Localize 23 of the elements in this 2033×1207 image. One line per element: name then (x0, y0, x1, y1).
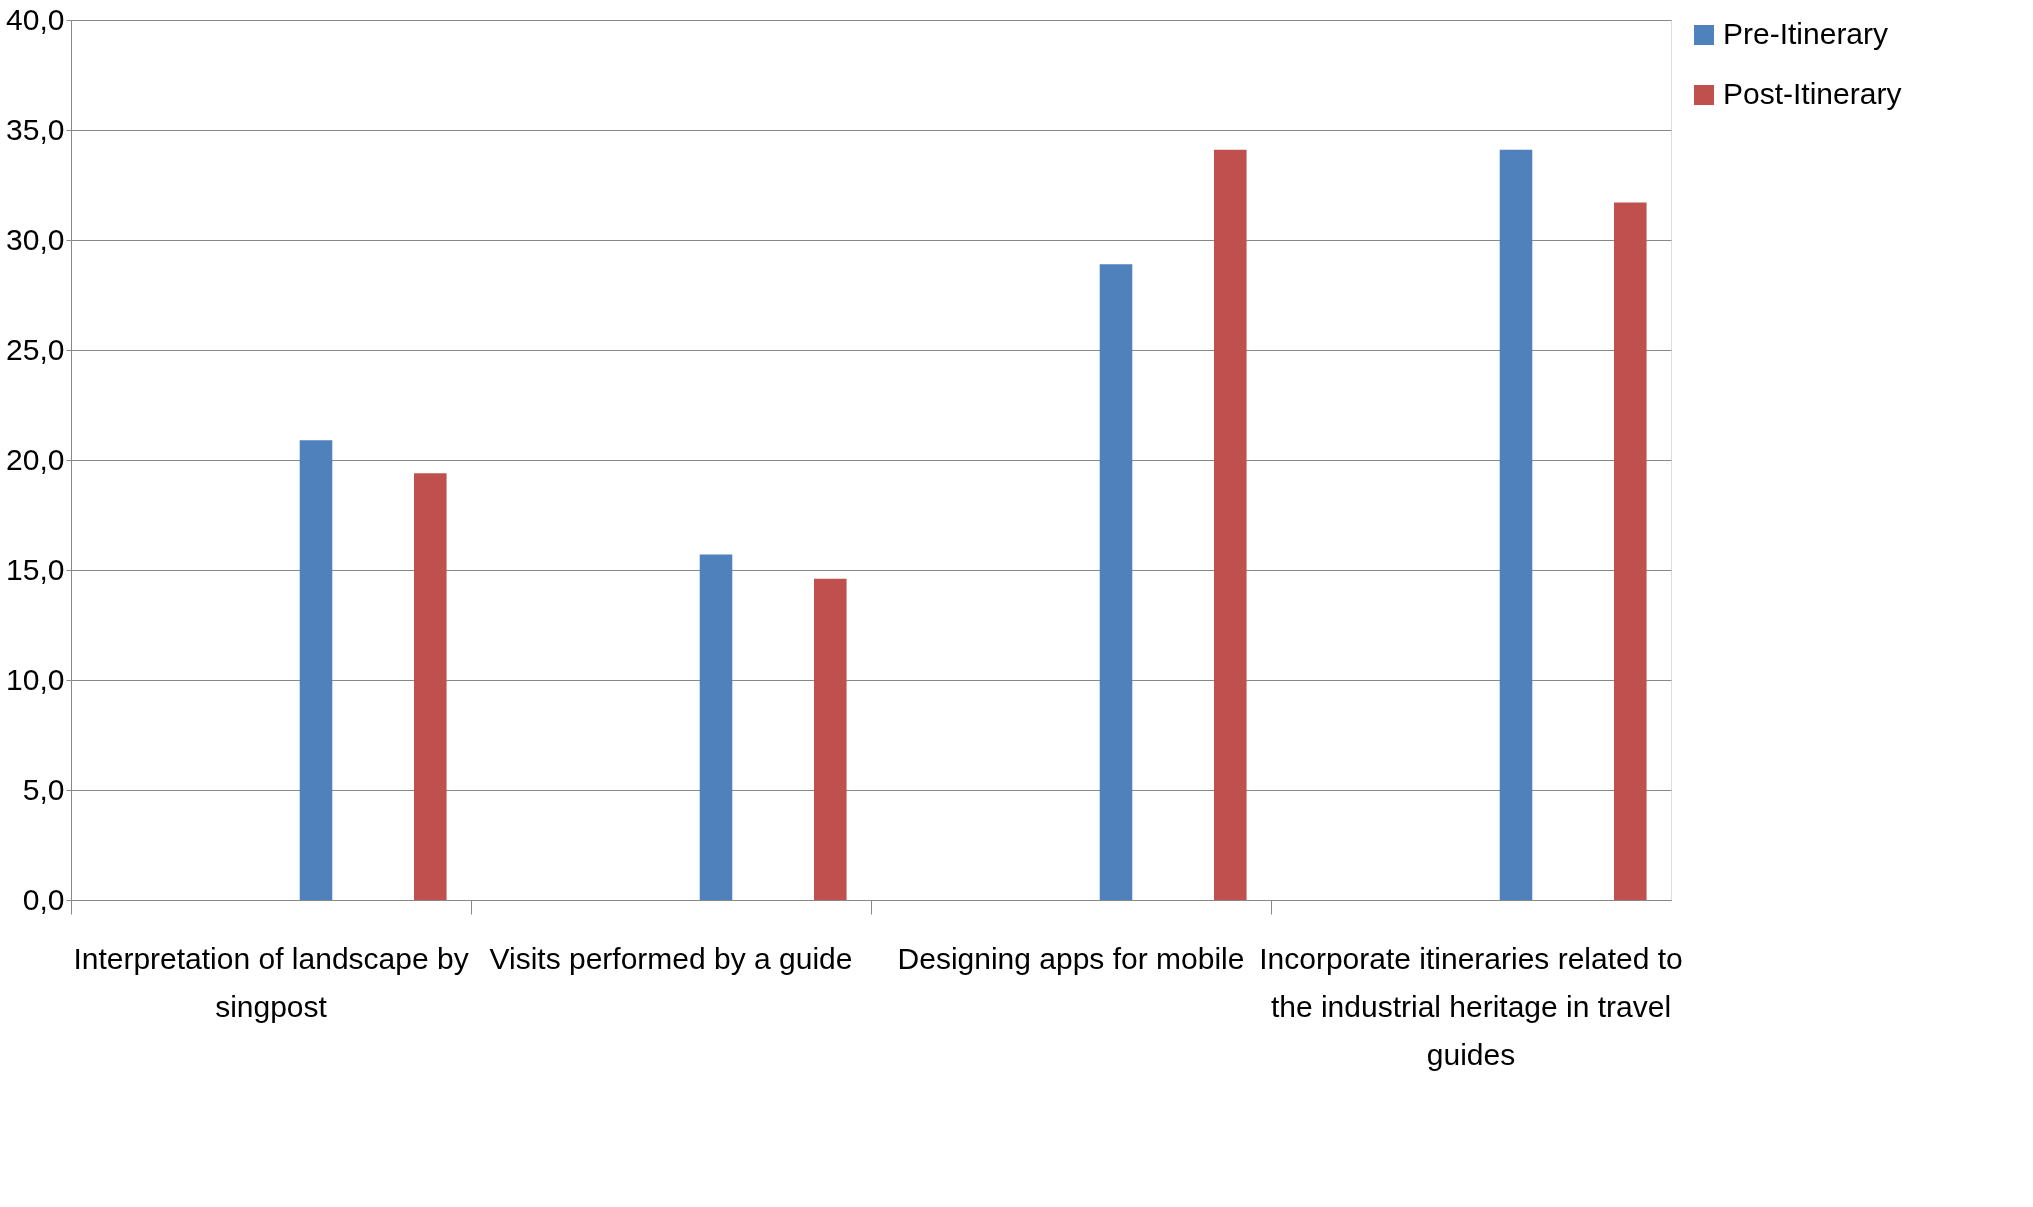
y-tick-label: 10,0 (6, 662, 65, 696)
y-tick-label: 40,0 (6, 2, 65, 36)
y-tick-label: 30,0 (6, 222, 65, 256)
y-tick-label: 15,0 (6, 552, 65, 586)
x-tick-label: Visits performed by a guide (489, 941, 853, 975)
x-tick-label: Interpretation of landscape by singpost (73, 941, 469, 1023)
bar (699, 554, 733, 900)
y-tick-label: 20,0 (6, 442, 65, 476)
y-tick-label: 25,0 (6, 332, 65, 366)
bar (1214, 149, 1247, 900)
legend-label: Pre-Itinerary (1723, 17, 1889, 50)
y-tick-label: 5,0 (22, 772, 65, 806)
y-tick-label: 0,0 (22, 882, 65, 916)
y-tick-label: 35,0 (6, 112, 65, 146)
x-tick-label: Designing apps for mobile (897, 941, 1245, 975)
legend-label: Post-Itinerary (1723, 77, 1902, 110)
bar (814, 578, 847, 900)
x-tick-label: Incorporate itineraries related to the industrial heritage in travel guides (1259, 941, 1683, 1071)
bar (1099, 264, 1133, 900)
bar (414, 473, 447, 900)
bar (299, 440, 333, 900)
bar (1614, 202, 1647, 900)
bar (1499, 149, 1533, 900)
